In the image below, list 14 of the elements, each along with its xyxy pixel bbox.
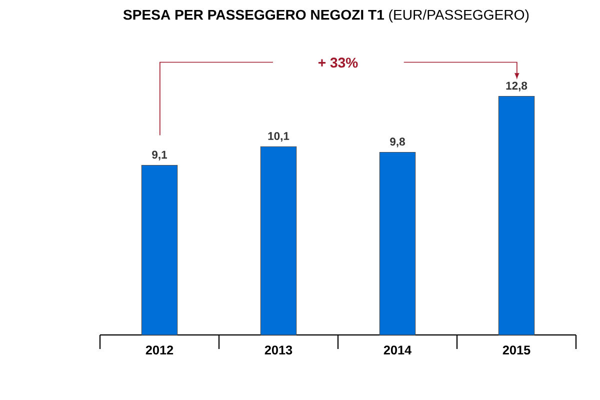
chart-title: SPESA PER PASSEGGERO NEGOZI T1 (EUR/PASSEGGERO) xyxy=(123,9,529,23)
bar xyxy=(379,152,416,336)
x-tick-label: 2012 xyxy=(146,346,174,355)
data-label: 9,1 xyxy=(152,150,167,160)
bar xyxy=(260,146,297,336)
x-tick-label: 2014 xyxy=(384,346,412,355)
data-label: 10,1 xyxy=(268,132,290,142)
bar xyxy=(498,96,535,336)
text: + 33% xyxy=(318,58,358,68)
bar xyxy=(141,165,178,336)
x-tick-label: 2013 xyxy=(264,346,292,355)
x-tick-label: 2015 xyxy=(502,346,530,355)
data-label: 12,8 xyxy=(506,82,528,92)
data-label: 9,8 xyxy=(390,138,405,148)
